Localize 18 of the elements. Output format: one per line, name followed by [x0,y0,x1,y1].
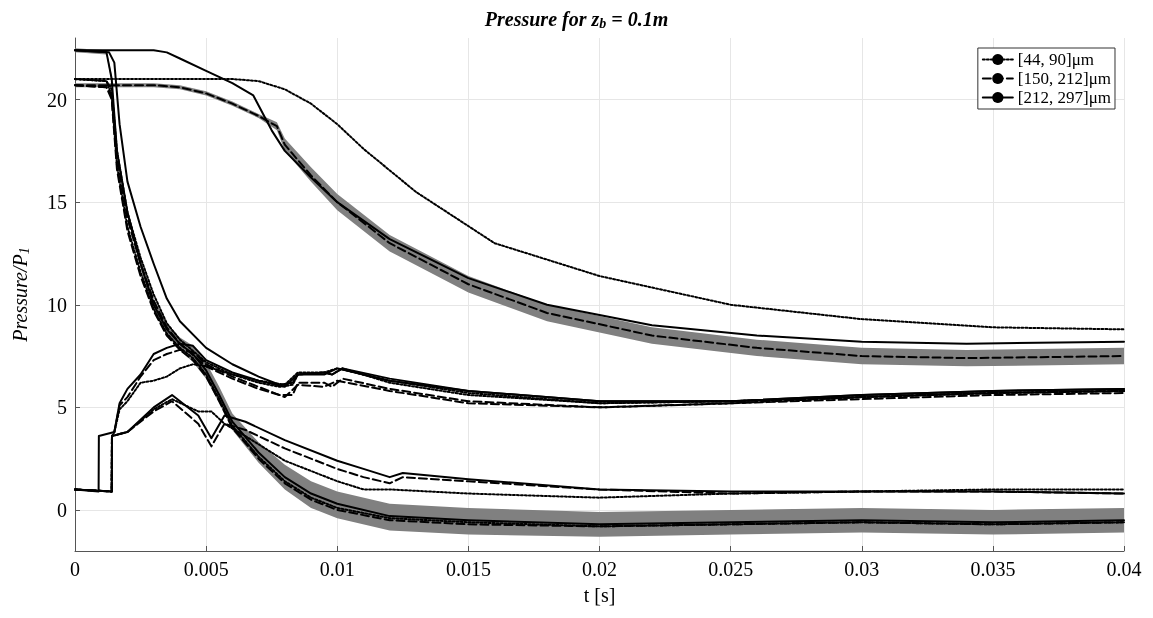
y-tick-label: 15 [47,191,67,214]
y-tick-label: 10 [47,293,67,316]
x-tick-label: 0.04 [1106,558,1142,580]
x-tick-label: 0.025 [708,558,754,580]
legend-label: [44, 90]μm [1017,50,1095,69]
y-tick-label: 20 [47,88,67,111]
x-tick-label: 0.01 [319,558,355,580]
y-tick-label: 0 [57,498,67,521]
x-tick-label: 0.015 [445,558,491,580]
legend-label: [150, 212]μm [1017,69,1112,88]
y-tick-label: 5 [57,396,67,419]
legend-label: [212, 297]μm [1017,88,1112,107]
x-axis-title: t [s] [583,584,616,606]
x-tick-label: 0.035 [970,558,1016,580]
y-axis-title: Pressure/P1 [8,247,32,343]
x-tick-label: 0.02 [582,558,617,580]
x-tick-label: 0.005 [183,558,229,580]
x-tick-label: 0.03 [844,558,880,580]
